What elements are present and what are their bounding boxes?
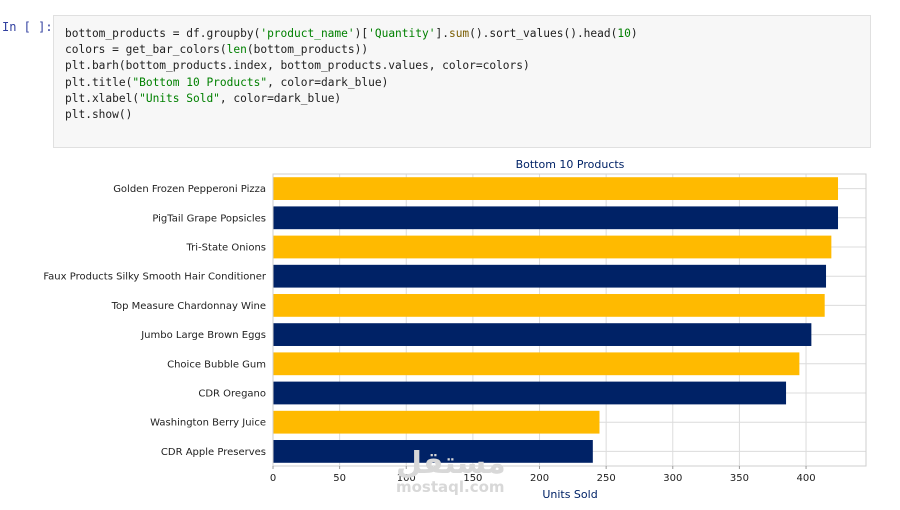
y-tick-label: Top Measure Chardonnay Wine <box>111 301 266 312</box>
code-token: 'product_name' <box>260 27 355 40</box>
y-tick-label: Faux Products Silky Smooth Hair Conditio… <box>43 272 267 283</box>
x-tick-label: 150 <box>463 473 482 484</box>
bar <box>273 440 593 463</box>
code-line: colors = get_bar_colors(len(bottom_produ… <box>65 42 638 58</box>
code-token: plt.barh(bottom_products.index, bottom_p… <box>65 59 530 73</box>
code-token: ().sort_values().head( <box>469 27 618 40</box>
bar <box>273 235 832 259</box>
code-token: len <box>226 43 247 57</box>
bar <box>273 352 800 376</box>
y-tick-label: CDR Oregano <box>198 389 266 400</box>
cell-output: Golden Frozen Pepperoni Pizza PigTail Gra… <box>0 150 900 506</box>
y-tick-label: CDR Apple Preserves <box>161 447 266 458</box>
code-token: "Units Sold" <box>139 91 220 105</box>
code-line: bottom_products = df.groupby('product_na… <box>65 26 638 42</box>
x-tick-label: 50 <box>333 473 346 484</box>
code-text[interactable]: bottom_products = df.groupby('product_na… <box>65 26 638 123</box>
x-axis-label: Units Sold <box>542 488 597 501</box>
code-cell-editor[interactable]: bottom_products = df.groupby('product_na… <box>53 15 871 148</box>
y-tick-label: Jumbo Large Brown Eggs <box>140 330 266 341</box>
watermark-latin: mostaql.com <box>396 478 505 496</box>
y-tick-label: Choice Bubble Gum <box>167 359 266 370</box>
chart-title: Bottom 10 Products <box>516 158 625 171</box>
x-tick-label: 250 <box>597 473 616 484</box>
code-token: 10 <box>617 27 631 40</box>
code-token: plt.title( <box>65 75 133 89</box>
plot-frame <box>272 173 867 467</box>
bar <box>273 264 827 288</box>
cell-prompt: In [ ]: <box>2 20 53 34</box>
bar <box>273 294 825 317</box>
code-token: (bottom_products)) <box>246 43 369 57</box>
bar <box>273 410 600 434</box>
y-tick-label: Golden Frozen Pepperoni Pizza <box>113 184 266 195</box>
x-tick-label: 100 <box>397 473 416 484</box>
code-line: plt.title("Bottom 10 Products", color=da… <box>65 75 638 91</box>
bar <box>273 177 839 200</box>
x-tick-label: 300 <box>663 473 682 484</box>
watermark-arabic: مستقل <box>396 446 506 481</box>
x-tick-label: 350 <box>730 473 749 484</box>
x-tick-label: 200 <box>530 473 549 484</box>
code-token: sum <box>448 27 470 40</box>
bar <box>273 323 812 346</box>
code-token: "Bottom 10 Products" <box>132 75 268 89</box>
code-token: , color=dark_blue) <box>219 91 342 105</box>
code-token: plt.show() <box>65 108 133 122</box>
code-token: bottom_products = df.groupby( <box>65 27 261 40</box>
x-tick-label: 400 <box>796 473 815 484</box>
watermark: مستقل mostaql.com <box>396 446 506 496</box>
code-token: ]. <box>435 27 449 40</box>
y-tick-label: PigTail Grape Popsicles <box>152 213 266 224</box>
code-token: , color=dark_blue) <box>267 75 389 89</box>
code-line: plt.show() <box>65 107 638 123</box>
bar-chart: Golden Frozen Pepperoni Pizza PigTail Gra… <box>43 158 867 501</box>
code-token: ) <box>630 27 638 40</box>
code-token: colors = get_bar_colors( <box>65 43 227 57</box>
code-line: plt.barh(bottom_products.index, bottom_p… <box>65 58 638 74</box>
code-token: plt.xlabel( <box>65 91 140 105</box>
code-line: plt.xlabel("Units Sold", color=dark_blue… <box>65 91 638 107</box>
bar <box>273 206 839 230</box>
code-token: 'Quantity' <box>368 27 436 40</box>
bar <box>273 381 787 405</box>
y-tick-label: Washington Berry Juice <box>150 418 266 429</box>
code-token: )[ <box>354 27 369 40</box>
x-tick-label: 0 <box>270 473 276 484</box>
y-tick-label: Tri-State Onions <box>186 243 266 254</box>
